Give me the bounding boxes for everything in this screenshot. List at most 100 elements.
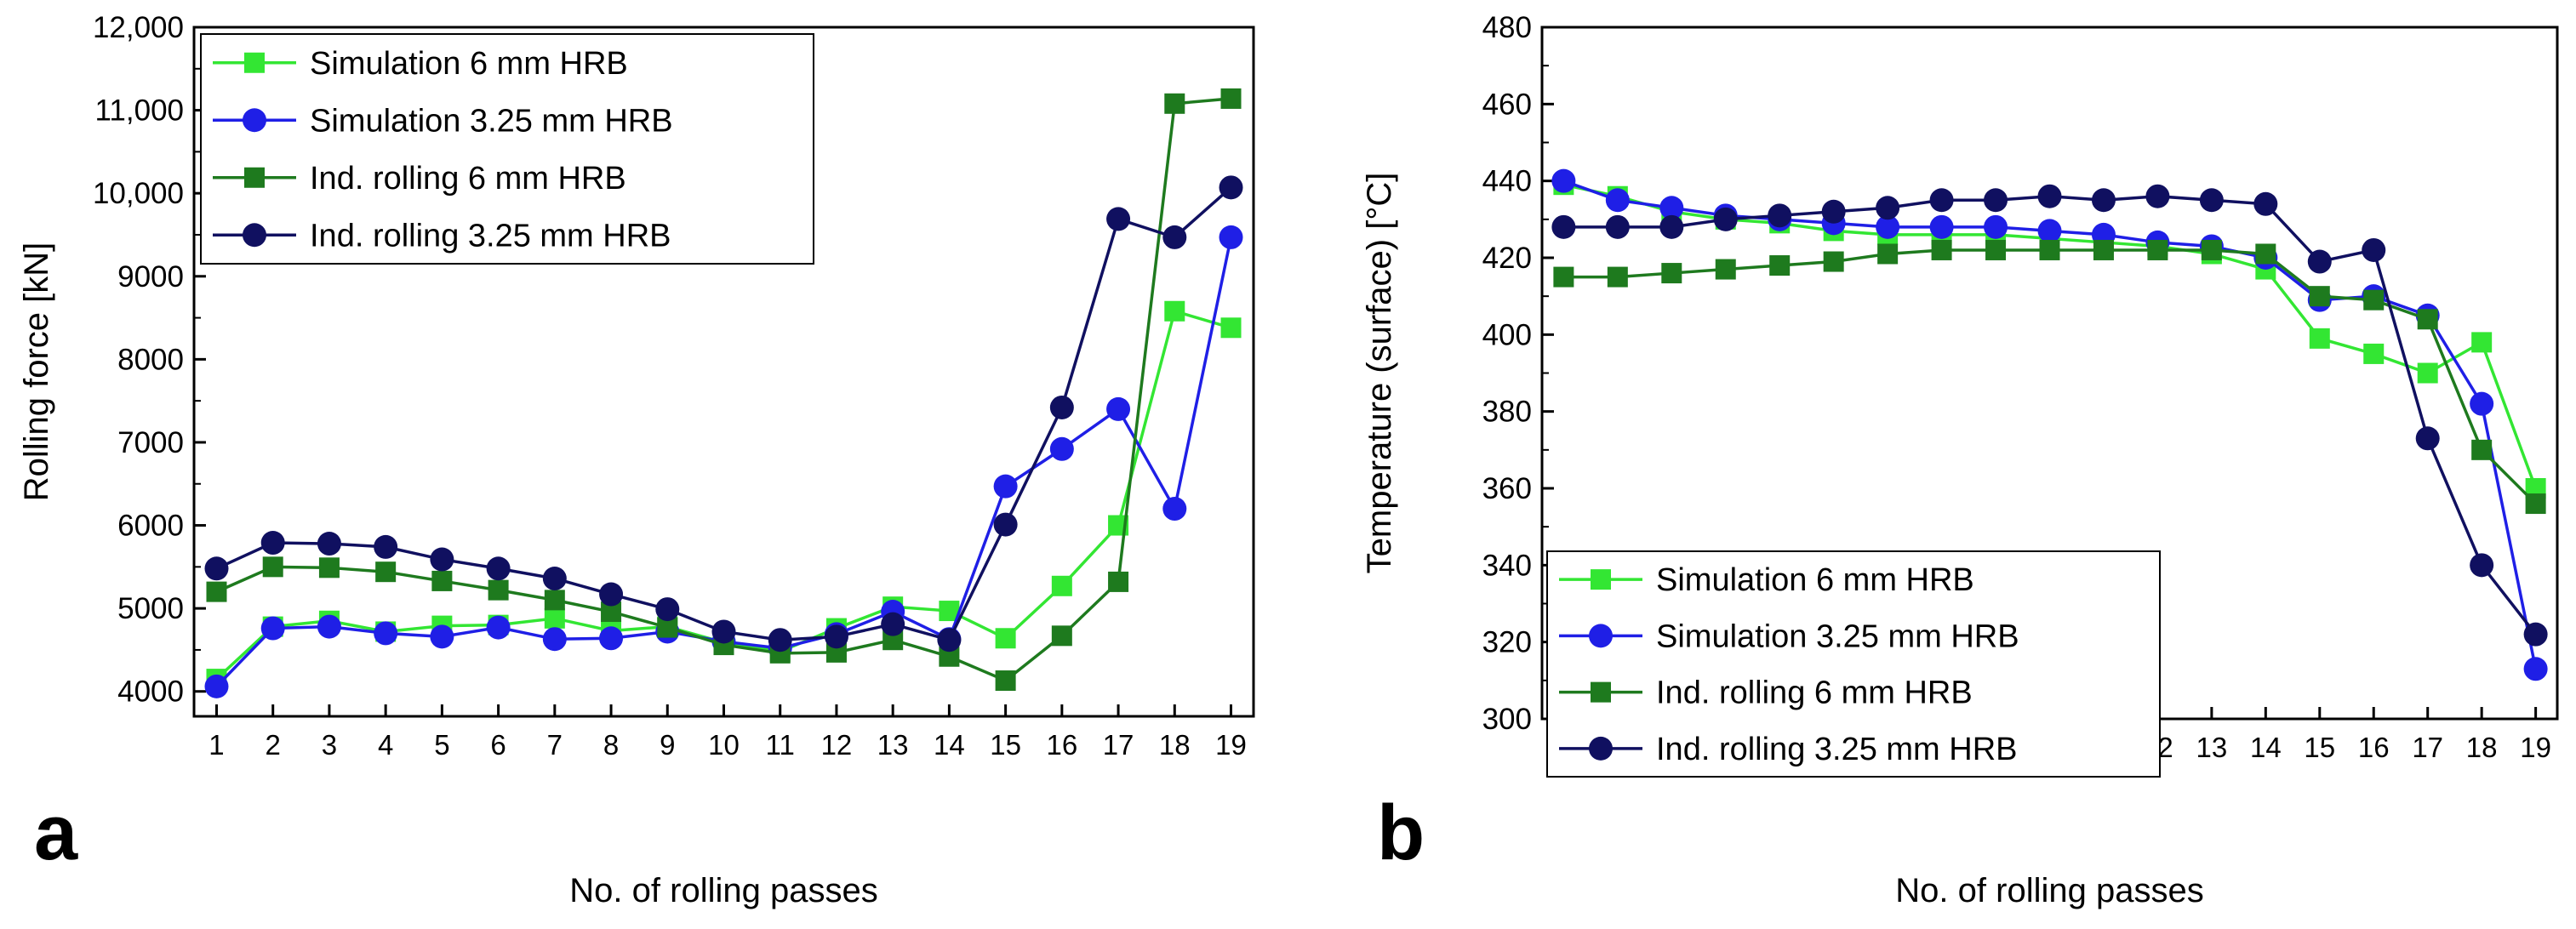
data-point-marker bbox=[881, 612, 905, 636]
legend-box bbox=[1546, 550, 2161, 778]
data-point-marker bbox=[1607, 266, 1628, 288]
x-tick-label: 13 bbox=[877, 729, 909, 761]
data-point-marker bbox=[1219, 225, 1243, 249]
data-point-marker bbox=[430, 624, 454, 649]
data-point-marker bbox=[204, 556, 229, 581]
y-tick-label: 340 bbox=[1482, 549, 1532, 582]
legend-label: Ind. rolling 6 mm HRB bbox=[310, 161, 626, 197]
data-point-marker bbox=[2255, 243, 2276, 265]
data-point-marker bbox=[1659, 196, 1684, 220]
data-point-marker bbox=[995, 628, 1016, 649]
data-point-marker bbox=[318, 557, 340, 578]
x-tick-label: 12 bbox=[821, 729, 853, 761]
data-point-marker bbox=[1049, 395, 1074, 419]
data-point-marker bbox=[768, 628, 792, 653]
data-point-marker bbox=[1164, 93, 1185, 114]
data-point-marker bbox=[317, 614, 341, 639]
data-point-marker bbox=[486, 615, 511, 640]
data-point-marker bbox=[599, 582, 624, 607]
data-point-marker bbox=[1605, 188, 1630, 213]
data-point-marker bbox=[2523, 657, 2548, 681]
data-point-marker bbox=[1589, 736, 1613, 761]
data-point-marker bbox=[2362, 237, 2386, 262]
data-point-marker bbox=[2253, 191, 2278, 216]
data-point-marker bbox=[1051, 625, 1072, 647]
data-point-marker bbox=[243, 223, 266, 248]
chart-panel-a: 4000 5000 6000 7000 8000 9000 10,000 11,000 12,0… bbox=[18, 11, 1255, 909]
data-point-marker bbox=[542, 567, 567, 590]
x-axis-title: No. of rolling passes bbox=[1895, 872, 2203, 909]
y-tick-label: 300 bbox=[1482, 703, 1532, 736]
data-point-marker bbox=[244, 52, 265, 73]
x-tick-label: 16 bbox=[2358, 732, 2390, 763]
y-tick-label: 320 bbox=[1482, 626, 1532, 659]
data-point-marker bbox=[260, 531, 285, 556]
data-point-marker bbox=[599, 626, 624, 651]
y-axis-title: Rolling force [kN] bbox=[18, 242, 55, 502]
data-point-marker bbox=[317, 532, 341, 556]
y-tick-label: 10,000 bbox=[93, 177, 184, 210]
data-point-marker bbox=[2307, 249, 2332, 274]
data-point-marker bbox=[1551, 214, 1576, 239]
data-point-marker bbox=[1713, 207, 1738, 231]
x-tick-label: 13 bbox=[2196, 732, 2228, 763]
x-tick-label: 8 bbox=[603, 729, 619, 761]
x-tick-label: 6 bbox=[490, 729, 505, 761]
data-point-marker bbox=[1108, 571, 1129, 592]
legend-label: Simulation 6 mm HRB bbox=[310, 46, 628, 82]
series-3 bbox=[1551, 184, 2548, 647]
data-point-marker bbox=[204, 674, 229, 698]
data-point-marker bbox=[1984, 214, 2008, 239]
data-point-marker bbox=[1769, 255, 1791, 276]
data-point-marker bbox=[2201, 239, 2222, 260]
data-point-marker bbox=[1876, 196, 1900, 220]
data-point-marker bbox=[2363, 289, 2385, 311]
data-point-marker bbox=[488, 579, 509, 601]
data-point-marker bbox=[2470, 553, 2494, 578]
data-point-marker bbox=[711, 619, 736, 644]
data-point-marker bbox=[1929, 188, 1954, 213]
data-point-marker bbox=[1162, 225, 1187, 249]
data-point-marker bbox=[430, 547, 454, 572]
data-point-marker bbox=[1929, 214, 1954, 239]
x-tick-label: 9 bbox=[660, 729, 675, 761]
y-axis-title: Temperature (surface) [°C] bbox=[1361, 173, 1398, 574]
data-point-marker bbox=[1715, 259, 1736, 280]
data-point-marker bbox=[1591, 681, 1611, 703]
x-tick-label: 1 bbox=[208, 729, 224, 761]
data-point-marker bbox=[2417, 309, 2438, 330]
legend-label: Simulation 6 mm HRB bbox=[1656, 562, 1974, 598]
x-tick-label: 5 bbox=[434, 729, 449, 761]
x-tick-label: 7 bbox=[547, 729, 563, 761]
data-point-marker bbox=[1162, 497, 1187, 521]
y-tick-label: 400 bbox=[1482, 318, 1532, 351]
legend-box bbox=[200, 33, 814, 265]
x-tick-label: 18 bbox=[2466, 732, 2498, 763]
data-point-marker bbox=[1049, 436, 1074, 461]
data-point-marker bbox=[2417, 362, 2438, 384]
data-point-marker bbox=[206, 581, 227, 602]
data-point-marker bbox=[262, 556, 283, 578]
data-point-marker bbox=[2147, 239, 2168, 260]
data-point-marker bbox=[2471, 439, 2493, 460]
x-tick-label: 4 bbox=[378, 729, 393, 761]
x-tick-label: 15 bbox=[2304, 732, 2335, 763]
legend-label: Ind. rolling 3.25 mm HRB bbox=[310, 218, 671, 254]
x-tick-label: 19 bbox=[2520, 732, 2551, 763]
data-point-marker bbox=[2525, 493, 2546, 515]
data-point-marker bbox=[2145, 184, 2170, 208]
y-tick-label: 7000 bbox=[117, 426, 184, 459]
data-point-marker bbox=[995, 670, 1016, 692]
legend-label: Ind. rolling 6 mm HRB bbox=[1656, 675, 1973, 711]
data-point-marker bbox=[2037, 184, 2062, 208]
data-point-marker bbox=[2037, 219, 2062, 243]
y-tick-label: 11,000 bbox=[95, 94, 184, 128]
data-point-marker bbox=[1591, 569, 1611, 590]
data-point-marker bbox=[1931, 239, 1952, 260]
data-point-marker bbox=[1106, 396, 1131, 421]
legend-label: Ind. rolling 3.25 mm HRB bbox=[1656, 732, 2018, 767]
y-tick-label: 4000 bbox=[117, 675, 184, 709]
x-tick-label: 17 bbox=[1103, 729, 1134, 761]
x-axis-title: No. of rolling passes bbox=[569, 872, 877, 909]
